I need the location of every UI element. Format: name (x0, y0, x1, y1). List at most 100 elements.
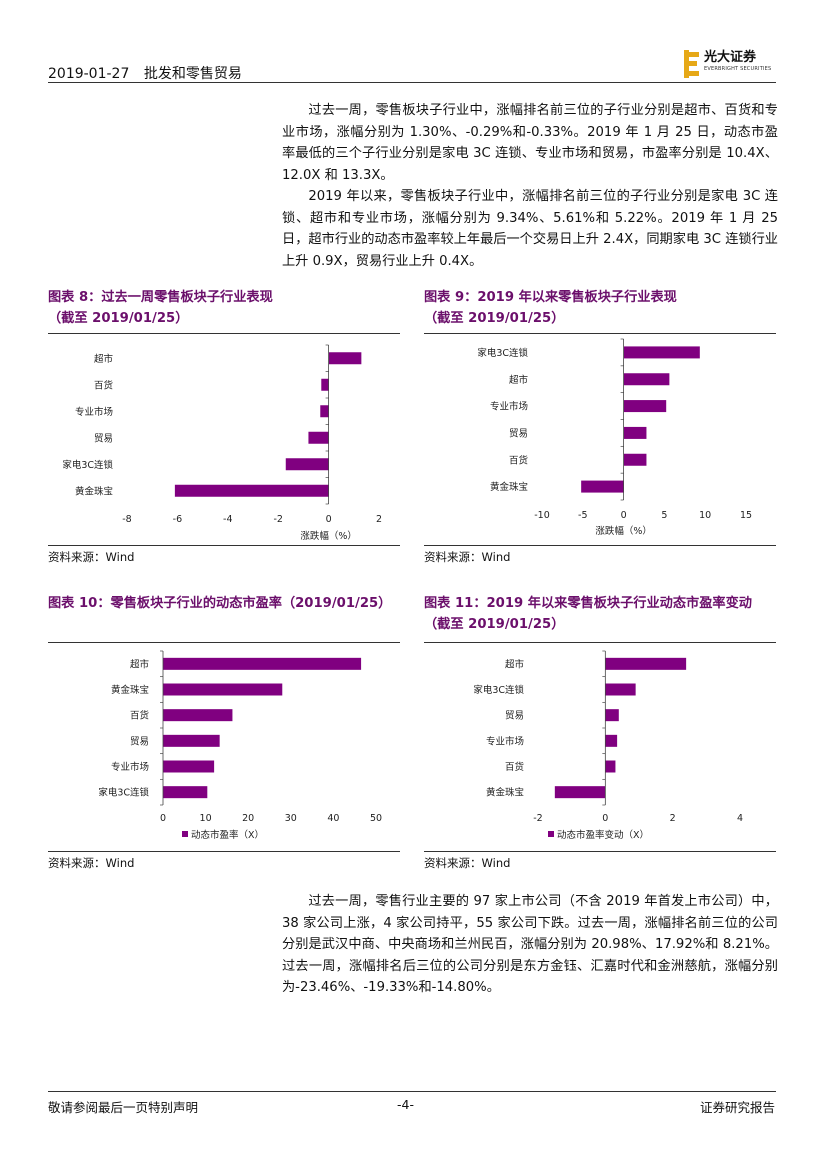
legend-label: 动态市盈率变动（X） (557, 829, 649, 841)
footer-rule (48, 1091, 776, 1092)
bar (285, 458, 329, 471)
legend-label: 动态市盈率（X） (191, 829, 264, 841)
x-tick-label: 10 (699, 510, 711, 521)
x-tick-label: -10 (534, 510, 550, 521)
bar (623, 373, 670, 386)
x-tick-label: 0 (160, 813, 166, 824)
fig9-title-line1: 图表 9：2019 年以来零售板块子行业表现 (424, 290, 677, 305)
fig8-title-line2: （截至 2019/01/25） (48, 311, 189, 326)
bar (605, 683, 636, 696)
category-label: 超市 (509, 374, 529, 386)
bar (163, 709, 233, 722)
fig11-source: 资料来源：Wind (424, 856, 511, 870)
category-label: 超市 (130, 658, 150, 670)
bar (623, 346, 700, 359)
bar (163, 683, 283, 696)
x-tick-label: 0 (602, 813, 608, 824)
category-label: 贸易 (94, 432, 113, 444)
category-label: 家电3C连锁 (477, 347, 528, 359)
bar (163, 657, 362, 670)
fig8-top-rule (48, 333, 400, 334)
legend: 动态市盈率变动（X） (548, 829, 649, 841)
logo-text-en: EVERBRIGHT SECURITIES (704, 66, 772, 72)
footer-disclaimer: 敬请参阅最后一页特别声明 (48, 1100, 199, 1115)
fig8-bottom-rule (48, 545, 400, 546)
fig9-title-line2: （截至 2019/01/25） (424, 311, 565, 326)
x-tick-label: -5 (578, 510, 587, 521)
category-label: 黄金珠宝 (75, 485, 113, 497)
category-label: 专业市场 (490, 401, 528, 413)
logo-text-cn: 光大证券 (704, 50, 757, 65)
bar (623, 400, 667, 413)
category-label: 贸易 (505, 710, 524, 722)
category-label: 百货 (509, 454, 528, 466)
fig9-title: 图表 9：2019 年以来零售板块子行业表现 （截至 2019/01/25） (424, 287, 677, 329)
bar (320, 405, 329, 418)
report-header: 2019-01-27 批发和零售贸易 (48, 63, 252, 83)
x-tick-label: -4 (223, 514, 232, 525)
bar (554, 786, 606, 799)
page-number: -4- (397, 1097, 414, 1112)
x-tick-label: 40 (327, 813, 339, 824)
x-tick-label: -2 (533, 813, 542, 824)
report-date: 2019-01-27 (48, 66, 130, 82)
x-tick-label: 0 (326, 514, 332, 525)
fig10-bottom-rule (48, 851, 400, 852)
bar (163, 760, 215, 773)
bar (174, 484, 329, 497)
category-label: 超市 (94, 353, 114, 365)
fig11-title: 图表 11：2019 年以来零售板块子行业动态市盈率变动 （截至 2019/01… (424, 593, 752, 635)
category-label: 专业市场 (111, 761, 149, 773)
legend-swatch (548, 831, 554, 837)
legend-swatch (182, 831, 188, 837)
x-tick-label: -2 (273, 514, 282, 525)
category-label: 百货 (94, 379, 113, 391)
legend: 动态市盈率（X） (182, 829, 264, 841)
category-label: 专业市场 (486, 735, 524, 747)
company-summary-text: 过去一周，零售行业主要的 97 家上市公司（不含 2019 年首发上市公司）中，… (282, 891, 778, 999)
fig8-source: 资料来源：Wind (48, 550, 135, 564)
category-label: 贸易 (130, 735, 149, 747)
bar (605, 760, 616, 773)
x-axis-label: 涨跌幅（%） (595, 525, 652, 537)
bar (605, 734, 618, 747)
footer-report-type: 证券研究报告 (700, 1100, 776, 1115)
paragraph: 2019 年以来，零售板块子行业中，涨幅排名前三位的子行业分别是家电 3C 连锁… (282, 189, 778, 269)
category-label: 黄金珠宝 (111, 684, 149, 696)
company-logo: 光大证券 EVERBRIGHT SECURITIES (684, 50, 771, 78)
fig10-source: 资料来源：Wind (48, 856, 135, 870)
bar (321, 378, 329, 391)
logo-mark-icon (684, 50, 700, 78)
x-tick-label: -6 (173, 514, 182, 525)
header-rule (48, 82, 776, 83)
bar (623, 426, 647, 439)
fig11-bottom-rule (424, 851, 776, 852)
report-sector: 批发和零售贸易 (143, 66, 242, 82)
bar (581, 480, 624, 493)
x-tick-label: 10 (200, 813, 212, 824)
x-tick-label: 4 (737, 813, 743, 824)
fig11-title-line2: （截至 2019/01/25） (424, 617, 565, 632)
fig9-source: 资料来源：Wind (424, 550, 511, 564)
bar (163, 786, 208, 799)
fig10-title: 图表 10：零售板块子行业的动态市盈率（2019/01/25） (48, 593, 391, 614)
x-tick-label: 20 (242, 813, 254, 824)
category-label: 贸易 (509, 427, 528, 439)
category-label: 家电3C连锁 (62, 459, 113, 471)
intro-text: 过去一周，零售板块子行业中，涨幅排名前三位的子行业分别是超市、百货和专业市场，涨… (282, 100, 778, 272)
category-label: 家电3C连锁 (98, 787, 149, 799)
bar (308, 431, 329, 444)
fig8-title-line1: 图表 8：过去一周零售板块子行业表现 (48, 290, 273, 305)
x-tick-label: 15 (740, 510, 752, 521)
x-tick-label: 5 (661, 510, 667, 521)
bar (163, 734, 220, 747)
fig8-title: 图表 8：过去一周零售板块子行业表现 （截至 2019/01/25） (48, 287, 273, 329)
fig9-bottom-rule (424, 545, 776, 546)
x-tick-label: 50 (370, 813, 382, 824)
fig10-title-line1: 图表 10：零售板块子行业的动态市盈率（2019/01/25） (48, 596, 392, 611)
x-tick-label: 30 (285, 813, 297, 824)
bar (328, 352, 362, 365)
category-label: 超市 (505, 658, 525, 670)
